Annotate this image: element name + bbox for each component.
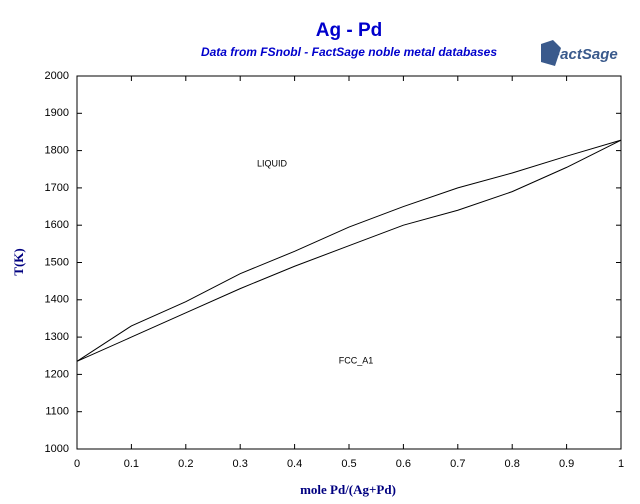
logo: FactSage (541, 40, 618, 66)
y-tick-label: 1700 (45, 182, 69, 194)
y-tick-label: 1500 (45, 256, 69, 268)
x-tick-label: 0 (74, 458, 80, 470)
plot-frame (76, 75, 622, 450)
phase-boundary (76, 139, 622, 362)
x-tick-label: 0.1 (124, 458, 139, 470)
y-tick-label: 1000 (45, 443, 69, 455)
y-axis-label: T(K) (11, 248, 26, 275)
y-tick-label: 1900 (45, 107, 69, 119)
chart-subtitle: Data from FSnobl - FactSage noble metal … (201, 45, 497, 59)
chart-title: Ag - Pd (316, 20, 383, 41)
x-tick-label: 0.2 (178, 458, 193, 470)
region-label: LIQUID (257, 158, 288, 168)
x-tick-label: 0.4 (287, 458, 302, 470)
logo-text: FactSage (551, 46, 618, 63)
x-tick-label: 0.6 (396, 458, 411, 470)
phase-boundary (76, 139, 622, 362)
y-tick-label: 1800 (45, 145, 69, 157)
x-tick-label: 0.5 (341, 458, 356, 470)
y-tick-label: 1400 (45, 294, 69, 306)
x-tick-label: 0.9 (559, 458, 574, 470)
y-tick-label: 1100 (45, 406, 69, 418)
region-label: FCC_A1 (339, 355, 374, 365)
x-tick-label: 0.3 (233, 458, 248, 470)
logo-icon (541, 40, 561, 66)
x-tick-label: 0.7 (450, 458, 465, 470)
y-tick-label: 1200 (45, 368, 69, 380)
x-tick-label: 0.8 (505, 458, 520, 470)
y-tick-label: 1300 (45, 331, 69, 343)
y-tick-label: 2000 (45, 70, 69, 82)
x-tick-label: 1 (618, 458, 624, 470)
x-axis-label: mole Pd/(Ag+Pd) (300, 482, 396, 497)
y-tick-label: 1600 (45, 219, 69, 231)
